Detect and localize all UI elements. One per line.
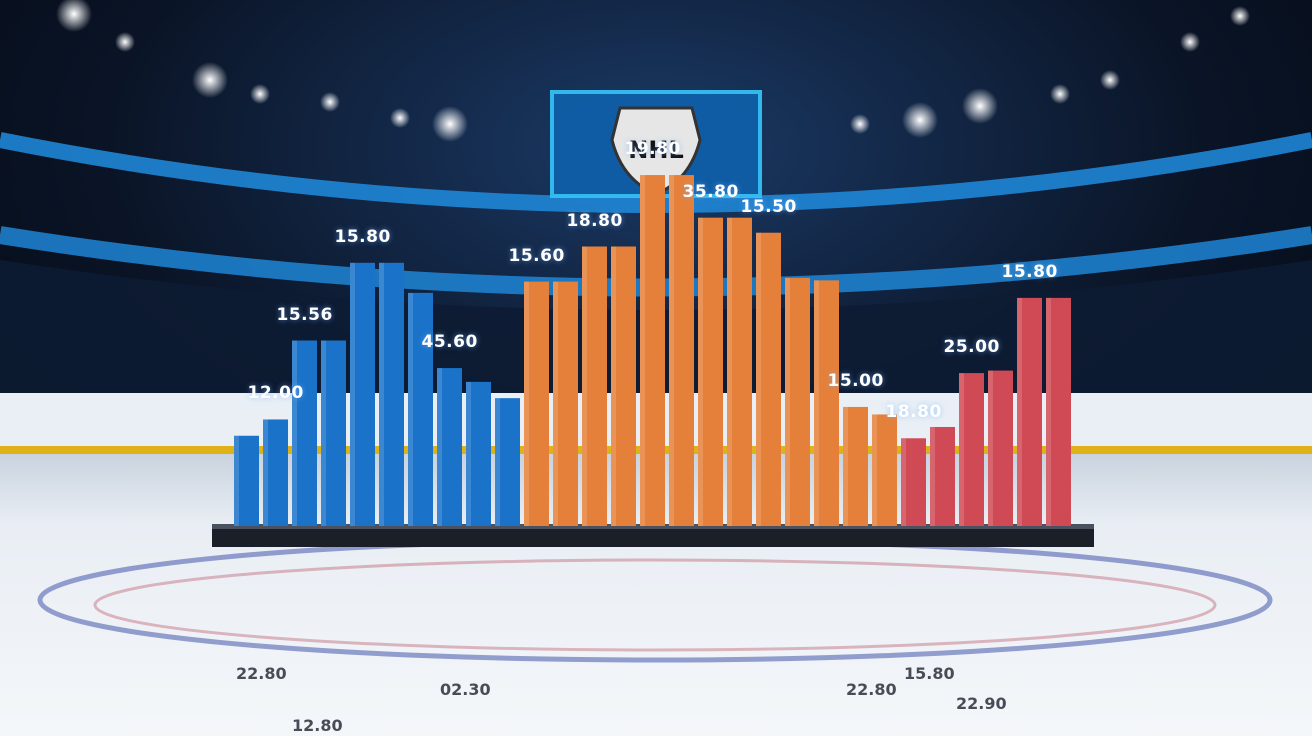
chart-base-top [212,524,1094,529]
bar-highlight [698,217,703,526]
bar-highlight [466,381,471,526]
value-label: 15.80 [1001,261,1058,282]
bar [901,438,926,526]
bar-highlight [959,373,964,526]
value-label: 15.50 [740,196,797,217]
ice-label: 22.90 [956,694,1007,713]
stadium-light [1100,70,1120,90]
bar-highlight [843,406,848,526]
bar [756,232,781,526]
bar-highlight [872,414,877,526]
stadium-light [1050,84,1070,104]
bar [959,373,984,526]
ice-label: 22.80 [846,680,897,699]
value-label: 15.60 [508,245,565,266]
bar-highlight [785,277,790,526]
bar [321,340,346,526]
bar-highlight [1046,297,1051,526]
bar [1017,297,1042,526]
bar-highlight [727,217,732,526]
stadium-lights [56,0,1250,142]
bar-highlight [669,175,674,527]
value-label: 18.80 [566,210,623,231]
bar-highlight [408,292,413,526]
value-label: 15.00 [827,370,884,391]
bar-highlight [582,246,587,527]
logo-text: NHL [628,136,683,164]
stadium-light [390,108,410,128]
stadium-light [115,32,135,52]
bar-highlight [901,438,906,526]
bar [292,340,317,526]
value-label: 25.00 [943,337,1000,358]
bar [582,246,607,527]
value-label: 18.80 [885,402,942,423]
ice-label: 15.80 [904,664,955,683]
value-label: 35.80 [682,181,739,202]
stadium-light [320,92,340,112]
value-label: 12.00 [247,383,304,404]
bar [611,246,636,527]
stadium-light [962,88,998,124]
bar-highlight [640,175,645,527]
bar [437,368,462,526]
bar [727,217,752,526]
stadium-light [850,114,870,134]
stadium-light [1230,6,1250,26]
bar-highlight [988,370,993,526]
stadium-light [432,106,468,142]
bar [263,419,288,526]
bar-highlight [350,262,355,526]
bar-highlight [553,281,558,526]
bar-highlight [437,368,442,526]
center-circle-inner [93,558,1217,652]
stadium-light [250,84,270,104]
bar [785,277,810,526]
stadium-light [1180,32,1200,52]
bar [495,398,520,526]
bar [698,217,723,526]
bar [669,175,694,527]
bar-highlight [234,435,239,526]
bar [1046,297,1071,526]
bar [872,414,897,526]
bar [379,262,404,526]
value-label: 15.56 [276,304,333,325]
bar-highlight [292,340,297,526]
bar-highlight [495,398,500,526]
bar [350,262,375,526]
value-label: 15.80 [334,226,391,247]
bar [408,292,433,526]
bar [930,426,955,526]
bar [234,435,259,526]
stadium-light [192,62,228,98]
bar [814,280,839,526]
stadium-light [902,102,938,138]
bar-highlight [611,246,616,527]
bar-highlight [379,262,384,526]
bar [466,381,491,526]
bar-highlight [263,419,268,526]
bar-highlight [321,340,326,526]
bar-highlight [1017,297,1022,526]
ice-label: 02.30 [440,680,491,699]
bar [640,175,665,527]
bar-highlight [756,232,761,526]
ice-label: 22.80 [236,664,287,683]
ice-label: 12.80 [292,716,343,735]
bar [524,281,549,526]
bar-highlight [524,281,529,526]
bar-highlight [814,280,819,526]
chart-base [212,527,1094,547]
value-label: 19.80 [624,139,681,160]
bar [988,370,1013,526]
stadium-light [56,0,92,32]
bar-highlight [930,426,935,526]
bar [553,281,578,526]
value-label: 45.60 [421,332,478,353]
bar [843,406,868,526]
